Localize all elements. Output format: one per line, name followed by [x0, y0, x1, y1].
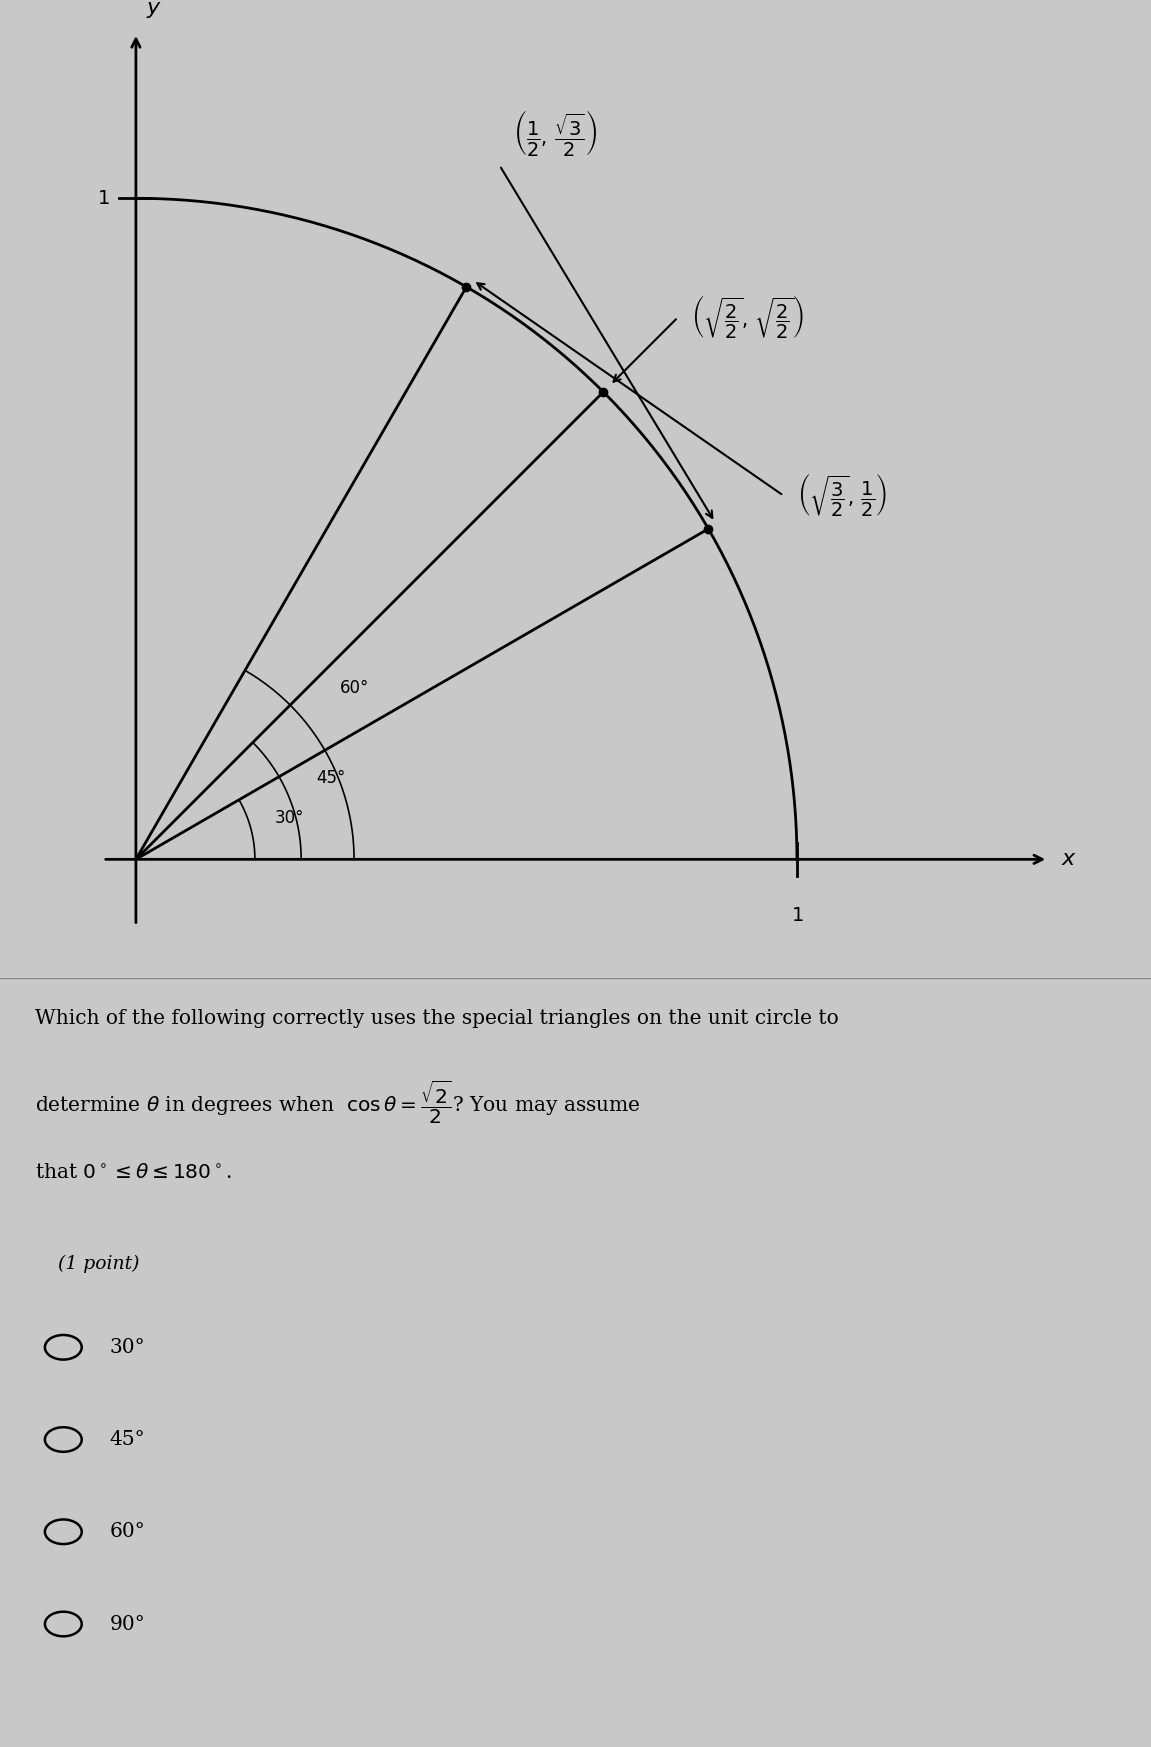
Text: 90°: 90° [109, 1614, 145, 1633]
Text: 30°: 30° [274, 809, 304, 828]
Text: $\left(\sqrt{\dfrac{2}{2}},\,\sqrt{\dfrac{2}{2}}\right)$: $\left(\sqrt{\dfrac{2}{2}},\,\sqrt{\dfra… [692, 293, 805, 341]
Text: $1$: $1$ [97, 189, 109, 208]
Text: $1$: $1$ [791, 905, 803, 924]
Text: $\left(\sqrt{\dfrac{3}{2}},\,\dfrac{1}{2}\right)$: $\left(\sqrt{\dfrac{3}{2}},\,\dfrac{1}{2… [796, 472, 886, 519]
Text: 60°: 60° [109, 1522, 145, 1541]
Text: Which of the following correctly uses the special triangles on the unit circle t: Which of the following correctly uses th… [35, 1010, 838, 1027]
Text: $x$: $x$ [1061, 849, 1077, 870]
Text: $\left(\dfrac{1}{2},\,\dfrac{\sqrt{3}}{2}\right)$: $\left(\dfrac{1}{2},\,\dfrac{\sqrt{3}}{2… [512, 108, 597, 159]
Text: that $0^\circ \leq \theta \leq 180^\circ$.: that $0^\circ \leq \theta \leq 180^\circ… [35, 1164, 231, 1181]
Text: 45°: 45° [317, 769, 346, 788]
Text: 30°: 30° [109, 1338, 145, 1357]
Text: 45°: 45° [109, 1431, 145, 1448]
Text: 60°: 60° [340, 680, 369, 697]
Text: $y$: $y$ [146, 0, 162, 19]
Text: determine $\theta$ in degrees when  $\cos\theta = \dfrac{\sqrt{2}}{2}$? You may : determine $\theta$ in degrees when $\cos… [35, 1078, 640, 1125]
Text: (1 point): (1 point) [58, 1254, 139, 1274]
